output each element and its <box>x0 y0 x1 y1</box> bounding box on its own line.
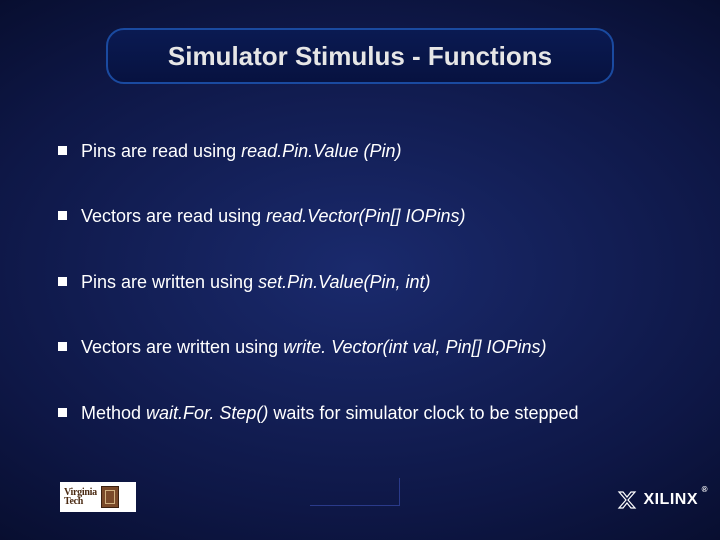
bullet-tail: waits for simulator clock to be stepped <box>268 403 578 423</box>
list-item: Vectors are written using write. Vector(… <box>58 336 680 359</box>
bullet-plain: Method <box>81 403 146 423</box>
vt-line2: Tech <box>64 497 97 506</box>
list-item: Method wait.For. Step() waits for simula… <box>58 402 680 425</box>
bullet-plain: Vectors are written using <box>81 337 283 357</box>
bullet-italic: wait.For. Step() <box>146 403 268 423</box>
footer: Virginia Tech XILINX ® <box>0 474 720 522</box>
content-area: Pins are read using read.Pin.Value (Pin)… <box>58 140 680 467</box>
bullet-icon <box>58 277 67 286</box>
title-box: Simulator Stimulus - Functions <box>106 28 614 84</box>
page-title: Simulator Stimulus - Functions <box>168 41 552 72</box>
bullet-plain: Vectors are read using <box>81 206 266 226</box>
registered-mark: ® <box>702 485 708 494</box>
bullet-text: Pins are read using read.Pin.Value (Pin) <box>81 140 680 163</box>
list-item: Vectors are read using read.Vector(Pin[]… <box>58 205 680 228</box>
bullet-plain: Pins are read using <box>81 141 241 161</box>
bullet-plain: Pins are written using <box>81 272 258 292</box>
xilinx-logo: XILINX ® <box>617 490 698 510</box>
xilinx-label: XILINX <box>643 491 698 508</box>
list-item: Pins are read using read.Pin.Value (Pin) <box>58 140 680 163</box>
virginia-tech-logo: Virginia Tech <box>60 482 136 512</box>
bullet-italic: read.Vector(Pin[] IOPins) <box>266 206 465 226</box>
bullet-text: Method wait.For. Step() waits for simula… <box>81 402 680 425</box>
bullet-icon <box>58 408 67 417</box>
xilinx-text: XILINX ® <box>643 491 698 509</box>
bullet-icon <box>58 211 67 220</box>
bullet-italic: write. Vector(int val, Pin[] IOPins) <box>283 337 546 357</box>
bullet-text: Pins are written using set.Pin.Value(Pin… <box>81 271 680 294</box>
bullet-icon <box>58 146 67 155</box>
bullet-text: Vectors are read using read.Vector(Pin[]… <box>81 205 680 228</box>
list-item: Pins are written using set.Pin.Value(Pin… <box>58 271 680 294</box>
bullet-text: Vectors are written using write. Vector(… <box>81 336 680 359</box>
bullet-italic: set.Pin.Value(Pin, int) <box>258 272 430 292</box>
bullet-icon <box>58 342 67 351</box>
footer-divider-box <box>310 478 400 506</box>
bullet-italic: read.Pin.Value (Pin) <box>241 141 401 161</box>
xilinx-x-icon <box>617 490 637 510</box>
vt-shield-icon <box>101 486 119 508</box>
vt-text: Virginia Tech <box>64 488 97 506</box>
